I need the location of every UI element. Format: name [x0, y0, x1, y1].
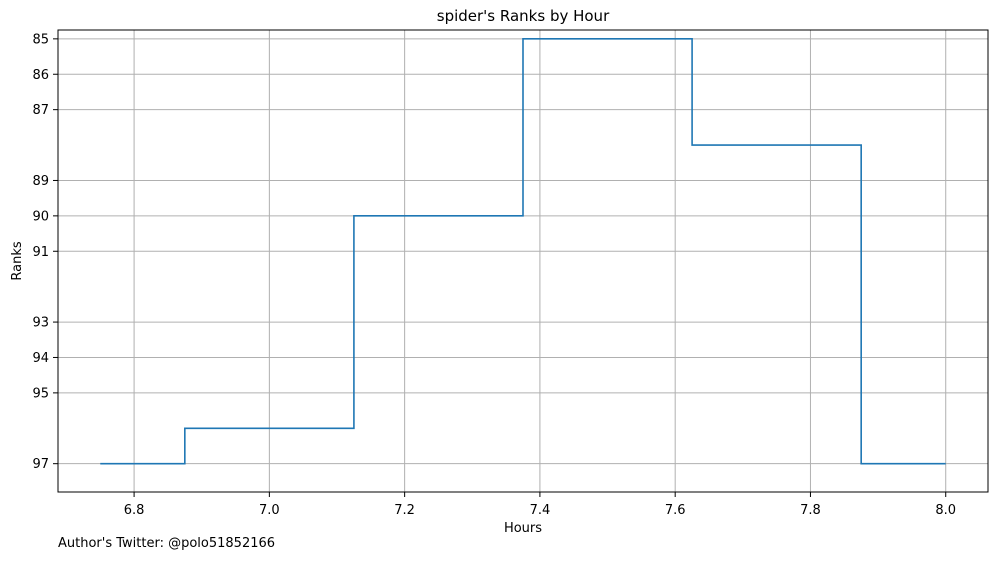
- y-tick-label: 87: [32, 103, 49, 118]
- chart-title: spider's Ranks by Hour: [437, 7, 610, 25]
- x-axis-label: Hours: [504, 521, 542, 536]
- y-tick-label: 90: [32, 209, 49, 224]
- x-tick-label: 6.8: [124, 503, 145, 518]
- y-tick-label: 95: [32, 386, 49, 401]
- y-tick-label: 85: [32, 32, 49, 47]
- x-tick-label: 7.4: [530, 503, 551, 518]
- author-credit: Author's Twitter: @polo51852166: [58, 536, 276, 551]
- grid-lines: [58, 30, 988, 492]
- x-tick-label: 7.0: [259, 503, 280, 518]
- x-tick-label: 7.8: [800, 503, 821, 518]
- x-tick-label: 8.0: [935, 503, 956, 518]
- y-tick-label: 89: [32, 174, 49, 189]
- y-axis-label: Ranks: [10, 241, 25, 280]
- y-tick-label: 91: [32, 245, 49, 260]
- rank-step-line: [100, 38, 946, 465]
- y-axis-ticks: 85 86 87 89 90 91 93 94 95 97: [32, 32, 58, 472]
- x-axis-ticks: 6.8 7.0 7.2 7.4 7.6 7.8 8.0: [124, 492, 956, 518]
- series-layer: [100, 38, 946, 465]
- x-tick-label: 7.6: [665, 503, 686, 518]
- y-tick-label: 86: [32, 68, 49, 83]
- y-tick-label: 97: [32, 457, 49, 472]
- x-tick-label: 7.2: [394, 503, 415, 518]
- plot-frame: [57, 29, 989, 493]
- y-tick-label: 93: [32, 316, 49, 331]
- y-tick-label: 94: [32, 351, 49, 366]
